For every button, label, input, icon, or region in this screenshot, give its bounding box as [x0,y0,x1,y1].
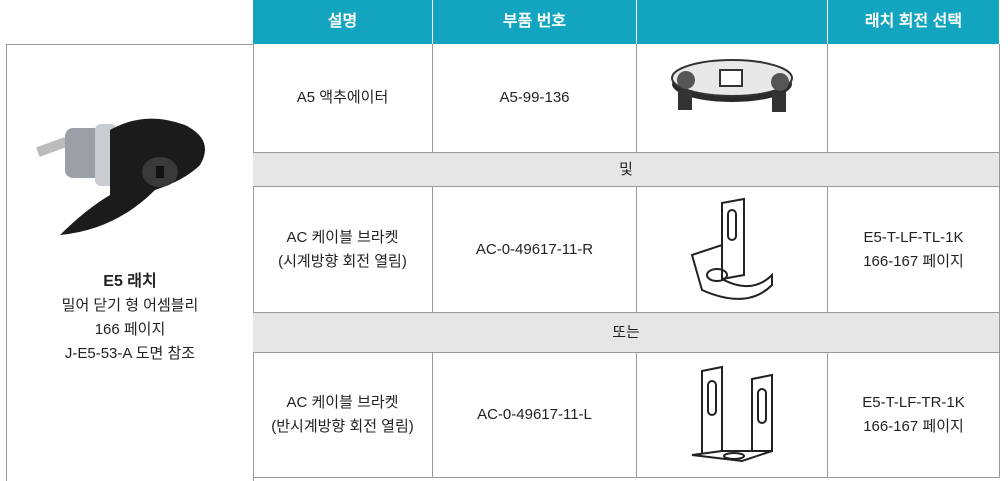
table-cell: E5-T-LF-TL-1K 166-167 페이지 [828,187,1000,313]
table-cell: A5 액추에이터 [253,44,433,153]
separator-text: 또는 [612,323,640,341]
header-cell [637,0,828,44]
latch-cell: E5 래치 밀어 닫기 형 어셈블리 166 페이지 J-E5-53-A 도면 참조 [6,44,254,481]
header-text: 부품 번호 [502,13,567,30]
description-line: (반시계방향 회전 열림) [271,418,414,435]
part-number: AC-0-49617-11-L [477,406,592,423]
part-image [691,365,773,462]
table-cell: AC-0-49617-11-R [433,187,637,313]
part-image [671,58,793,112]
rotation-line: 166-167 페이지 [863,252,964,270]
description-line: (시계방향 회전 열림) [278,252,407,270]
separator-cell: 또는 [253,313,1000,353]
description-line: AC 케이블 브라켓 [286,228,399,246]
table-cell: AC 케이블 브라켓 (반시계방향 회전 열림) [253,353,433,478]
table-cell: A5-99-136 [433,44,637,153]
latch-image [36,118,205,235]
part-image [690,197,773,300]
table-cell [637,353,828,478]
latch-line: 166 페이지 [94,321,166,338]
latch-line: 밀어 닫기 형 어셈블리 [61,297,199,314]
table-cell [637,44,828,153]
table-cell: AC 케이블 브라켓 (시계방향 회전 열림) [253,187,433,313]
header-cell: 래치 회전 선택 [828,0,1000,44]
header-cell: 설명 [253,0,433,44]
separator-text: 및 [619,160,633,178]
rotation-line: 166-167 페이지 [863,418,964,435]
header-text: 래치 회전 선택 [864,13,963,30]
part-number: AC-0-49617-11-R [475,240,594,258]
table-cell: AC-0-49617-11-L [433,353,637,478]
latch-line: J-E5-53-A 도면 참조 [64,345,196,362]
latch-title: E5 래치 [103,273,157,290]
part-number: A5-99-136 [499,89,570,106]
rotation-line: E5-T-LF-TR-1K [862,394,965,411]
header-text: 설명 [327,13,358,30]
description-line: A5 액추에이터 [296,89,389,106]
separator-cell: 및 [253,153,1000,187]
table-cell [637,187,828,313]
description-line: AC 케이블 브라켓 [286,394,399,411]
header-cell: 부품 번호 [433,0,637,44]
table-cell [828,44,1000,153]
table-cell: E5-T-LF-TR-1K 166-167 페이지 [828,353,1000,478]
rotation-line: E5-T-LF-TL-1K [863,228,964,246]
